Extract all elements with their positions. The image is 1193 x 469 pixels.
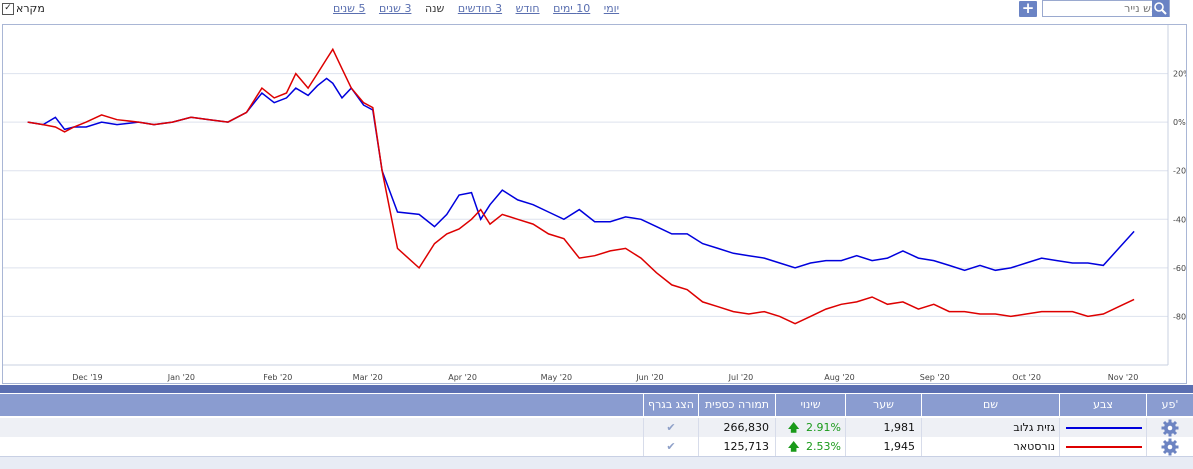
- row-change: 🡅 2.53%: [775, 437, 845, 456]
- range-3-months[interactable]: 3 חודשים: [457, 2, 503, 15]
- range-year[interactable]: שנה: [424, 2, 445, 15]
- x-tick-label: Apr '20: [448, 373, 477, 382]
- header-actions: פע': [1146, 394, 1193, 416]
- range-daily[interactable]: יומי: [603, 2, 620, 15]
- gear-icon[interactable]: [1161, 438, 1179, 456]
- x-tick-label: Nov '20: [1108, 373, 1139, 382]
- legend-checkbox[interactable]: ✓: [2, 2, 14, 15]
- y-tick-label: -20%: [1173, 167, 1186, 176]
- price-chart: 20% 0% -20% -40% -60% -80% Dec '19 Jan '20 Feb …: [3, 25, 1193, 382]
- row-rate: 1,945: [845, 437, 921, 456]
- range-3-years[interactable]: 3 שנים: [378, 2, 412, 15]
- header-color: צבע: [1059, 394, 1146, 416]
- x-tick-label: Feb '20: [263, 373, 292, 382]
- header-change[interactable]: שינוי: [775, 394, 845, 416]
- header-name[interactable]: שם: [921, 394, 1059, 416]
- check-icon[interactable]: ✔: [643, 437, 698, 456]
- table-header: פע' צבע שם שער שינוי תמורה כספית הצג בגר…: [0, 394, 1193, 416]
- chart-area: 20% 0% -20% -40% -60% -80% Dec '19 Jan '20 Feb …: [2, 24, 1193, 384]
- gear-icon[interactable]: [1161, 419, 1179, 437]
- header-volume[interactable]: תמורה כספית: [698, 394, 775, 416]
- up-arrow-icon: 🡅: [788, 421, 800, 434]
- row-actions[interactable]: [1146, 437, 1193, 456]
- legend-toggle[interactable]: ✓ מקרא: [2, 2, 45, 15]
- y-tick-label: 20%: [1173, 70, 1186, 79]
- row-color-swatch[interactable]: [1059, 418, 1146, 437]
- row-name[interactable]: גזית גלוב: [921, 418, 1059, 437]
- series-line: [27, 47, 1135, 325]
- y-axis: 20% 0% -20% -40% -60% -80%: [1173, 70, 1193, 322]
- x-tick-label: Mar '20: [353, 373, 383, 382]
- y-tick-label: 0%: [1173, 118, 1186, 127]
- x-tick-label: Jul '20: [728, 373, 754, 382]
- x-tick-label: Aug '20: [824, 373, 855, 382]
- range-month[interactable]: חודש: [515, 2, 540, 15]
- table-footer: [0, 456, 1193, 469]
- table-row: גזית גלוב 1,981 🡅 2.91% 266,830 ✔: [0, 418, 1193, 437]
- x-tick-label: Jan '20: [167, 373, 195, 382]
- row-volume: 125,713: [698, 437, 775, 456]
- x-tick-label: Dec '19: [72, 373, 102, 382]
- y-tick-label: -80%: [1173, 312, 1186, 321]
- row-name[interactable]: נורסטאר: [921, 437, 1059, 456]
- x-tick-label: Jun '20: [635, 373, 663, 382]
- row-color-swatch[interactable]: [1059, 437, 1146, 456]
- row-rate: 1,981: [845, 418, 921, 437]
- check-icon[interactable]: ✔: [643, 418, 698, 437]
- table-row: נורסטאר 1,945 🡅 2.53% 125,713 ✔: [0, 437, 1193, 456]
- toolbar: ✓ מקרא יומי 10 ימים חודש 3 חודשים שנה 3 …: [0, 0, 1193, 20]
- x-tick-label: Sep '20: [920, 373, 950, 382]
- series-line: [27, 77, 1135, 272]
- search-input[interactable]: [1042, 0, 1170, 17]
- search-icon: [1154, 2, 1167, 15]
- panel-splitter[interactable]: [0, 385, 1193, 393]
- search-button[interactable]: [1152, 0, 1169, 17]
- range-10-days[interactable]: 10 ימים: [553, 2, 591, 15]
- range-selector: יומי 10 ימים חודש 3 חודשים שנה 3 שנים 5 …: [328, 2, 624, 15]
- row-change: 🡅 2.91%: [775, 418, 845, 437]
- x-tick-label: Oct '20: [1012, 373, 1041, 382]
- y-tick-label: -60%: [1173, 264, 1186, 273]
- up-arrow-icon: 🡅: [788, 440, 800, 453]
- series-lines: [27, 47, 1135, 325]
- grid-lines: [3, 25, 1169, 366]
- row-volume: 266,830: [698, 418, 775, 437]
- x-axis: Dec '19 Jan '20 Feb '20 Mar '20 Apr '20 May '…: [72, 373, 1138, 382]
- row-actions[interactable]: [1146, 418, 1193, 437]
- y-tick-label: -40%: [1173, 215, 1186, 224]
- x-tick-label: May '20: [541, 373, 572, 382]
- add-security-button[interactable]: +: [1019, 1, 1037, 17]
- legend-label: מקרא: [16, 2, 45, 15]
- header-show-in-chart: הצג בגרף: [643, 394, 698, 416]
- header-rate[interactable]: שער: [845, 394, 921, 416]
- range-5-years[interactable]: 5 שנים: [333, 2, 366, 15]
